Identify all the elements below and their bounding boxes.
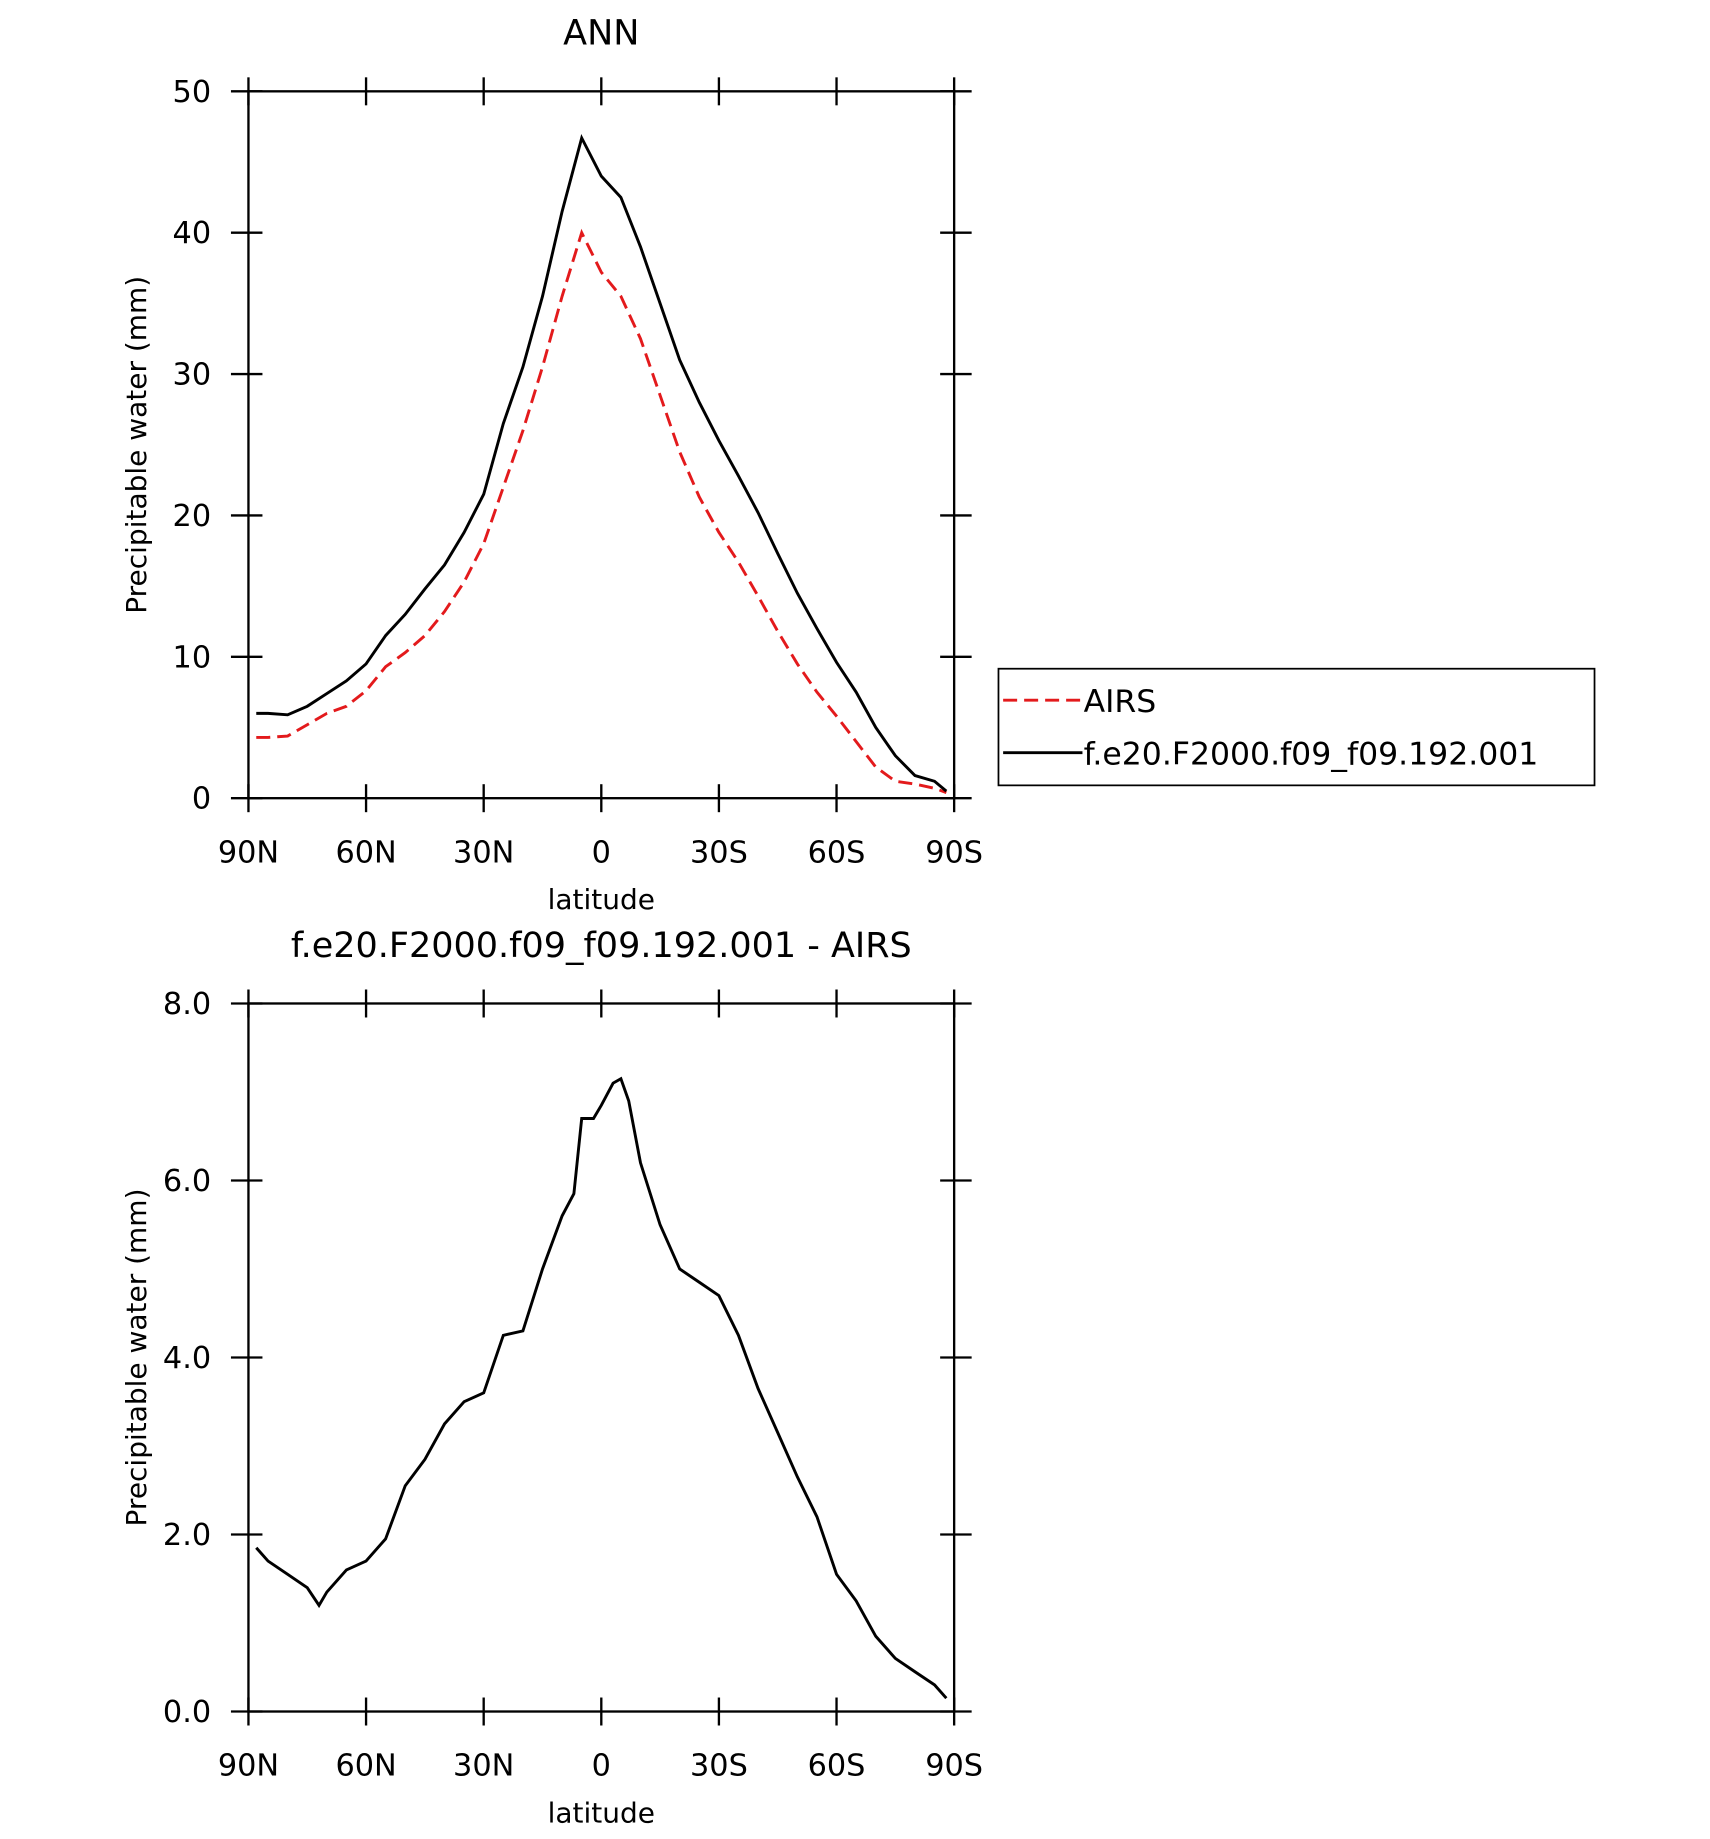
x-tick-label: 60N <box>335 835 396 870</box>
x-tick-label: 90S <box>925 1749 983 1784</box>
x-tick-label: 90N <box>218 1749 279 1784</box>
x-tick-label: 0 <box>592 1749 611 1784</box>
x-tick-label: 60S <box>808 1749 866 1784</box>
x-tick-label: 30S <box>690 1749 748 1784</box>
x-axis-label: latitude <box>548 883 655 916</box>
y-tick-label: 0 <box>192 782 211 817</box>
x-tick-label: 30N <box>453 1749 514 1784</box>
x-tick-label: 90N <box>218 835 279 870</box>
x-tick-label: 30N <box>453 835 514 870</box>
y-axis-label: Precipitable water (mm) <box>120 276 153 614</box>
legend-box <box>997 667 1596 787</box>
plot-frame <box>247 90 956 800</box>
legend-label: AIRS <box>1084 684 1157 720</box>
x-tick-label: 60N <box>335 1749 396 1784</box>
y-tick-label: 6.0 <box>163 1164 211 1199</box>
legend-label: f.e20.F2000.f09_f09.192.001 <box>1084 736 1539 772</box>
data-line <box>255 1076 948 1700</box>
y-tick-label: 40 <box>173 216 212 251</box>
x-tick-label: 90S <box>925 835 983 870</box>
x-tick-label: 0 <box>592 835 611 870</box>
y-tick-label: 0.0 <box>163 1695 211 1730</box>
x-tick-label: 60S <box>808 835 866 870</box>
x-axis-label: latitude <box>548 1796 655 1829</box>
data-line <box>256 133 948 793</box>
chart-title: f.e20.F2000.f09_f09.192.001 - AIRS <box>291 926 912 966</box>
y-tick-label: 30 <box>173 358 212 393</box>
y-tick-label: 20 <box>173 499 212 534</box>
y-tick-label: 8.0 <box>163 987 211 1022</box>
data-line <box>256 228 947 794</box>
x-tick-label: 30S <box>690 835 748 870</box>
plot-frame <box>247 1002 956 1713</box>
y-tick-label: 10 <box>173 640 212 675</box>
y-axis-label: Precipitable water (mm) <box>120 1189 153 1527</box>
chart-title: ANN <box>563 14 639 54</box>
y-tick-label: 50 <box>173 75 212 110</box>
y-tick-label: 2.0 <box>163 1518 211 1553</box>
y-tick-label: 4.0 <box>163 1341 211 1376</box>
